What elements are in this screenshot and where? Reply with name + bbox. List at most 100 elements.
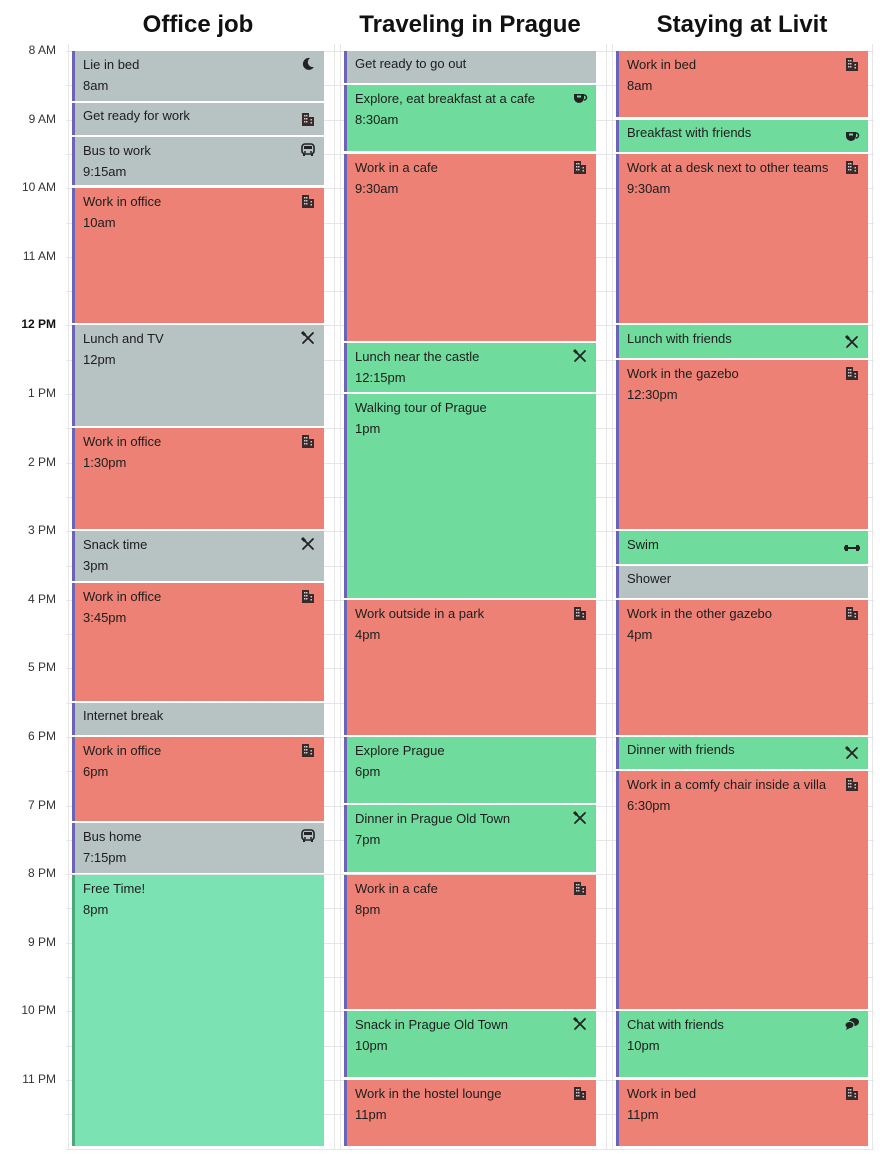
event-work-in-office[interactable]: Work in office 6pm xyxy=(72,737,324,821)
time-label: 10 PM xyxy=(21,1003,56,1017)
event-snack-time[interactable]: Snack time 3pm xyxy=(72,531,324,581)
grid-separator xyxy=(872,44,873,1150)
event-title: Work in office xyxy=(83,589,162,604)
event-time: 10am xyxy=(83,215,116,230)
event-time: 7pm xyxy=(355,832,381,847)
event-lie-in-bed[interactable]: Lie in bed 8am xyxy=(72,51,324,101)
building-icon xyxy=(574,882,586,895)
event-time: 11pm xyxy=(627,1107,659,1122)
event-work-in-office[interactable]: Work in office 3:45pm xyxy=(72,583,324,701)
event-bus-to-work[interactable]: Bus to work 9:15am xyxy=(72,137,324,185)
time-label: 5 PM xyxy=(27,660,56,674)
building-icon xyxy=(302,195,314,208)
event-time: 1:30pm xyxy=(83,455,127,470)
column-title-staying-at-livit: Staying at Livit xyxy=(656,11,828,38)
event-work-in-a-cafe[interactable]: Work in a cafe 9:30am xyxy=(344,154,596,341)
event-time: 12:15pm xyxy=(355,370,406,385)
event-title: Get ready for work xyxy=(83,108,190,123)
event-work-in-bed[interactable]: Work in bed 11pm xyxy=(616,1080,868,1146)
event-work-in-office[interactable]: Work in office 10am xyxy=(72,188,324,323)
event-work-at-a-desk[interactable]: Work at a desk next to other teams 9:30a… xyxy=(616,154,868,323)
event-title: Free Time! xyxy=(83,881,146,896)
event-chat-with-friends[interactable]: Chat with friends 10pm xyxy=(616,1011,868,1077)
building-icon xyxy=(574,607,586,620)
event-work-in-the-gazebo[interactable]: Work in the gazebo 12:30pm xyxy=(616,360,868,529)
event-work-in-the-hostel-lounge[interactable]: Work in the hostel lounge 11pm xyxy=(344,1080,596,1146)
event-swim[interactable]: Swim xyxy=(616,531,868,564)
utensils-icon xyxy=(572,348,586,362)
event-work-in-bed[interactable]: Work in bed 8am xyxy=(616,51,868,117)
event-title: Lie in bed xyxy=(83,57,140,72)
event-dinner-in-prague-old-town[interactable]: Dinner in Prague Old Town 7pm xyxy=(344,805,596,872)
building-icon xyxy=(302,590,314,603)
event-title: Dinner in Prague Old Town xyxy=(355,811,511,826)
event-time: 8am xyxy=(627,78,653,93)
event-time: 6pm xyxy=(83,764,109,779)
time-label: 7 PM xyxy=(27,798,56,812)
event-walking-tour-of-prague[interactable]: Walking tour of Prague 1pm xyxy=(344,394,596,598)
event-title: Work in bed xyxy=(627,1086,697,1101)
event-dinner-with-friends[interactable]: Dinner with friends xyxy=(616,737,868,769)
event-bus-home[interactable]: Bus home 7:15pm xyxy=(72,823,324,873)
event-title: Work outside in a park xyxy=(355,606,485,621)
time-label: 9 PM xyxy=(27,935,56,949)
bus-icon xyxy=(301,143,315,156)
event-lunch-and-tv[interactable]: Lunch and TV 12pm xyxy=(72,325,324,426)
time-label: 1 PM xyxy=(27,386,56,400)
utensils-icon xyxy=(300,330,314,344)
event-time: 1pm xyxy=(355,421,381,436)
time-label: 11 PM xyxy=(22,1072,56,1086)
event-shower[interactable]: Shower xyxy=(616,566,868,598)
event-internet-break[interactable]: Internet break xyxy=(72,703,324,735)
event-time: 9:30am xyxy=(355,181,399,196)
event-get-ready-to-go-out[interactable]: Get ready to go out xyxy=(344,51,596,83)
event-work-in-a-comfy-chair[interactable]: Work in a comfy chair inside a villa 6:3… xyxy=(616,771,868,1009)
event-title: Work in office xyxy=(83,434,162,449)
grid-separator xyxy=(606,44,607,1150)
building-icon xyxy=(302,435,314,448)
event-breakfast-with-friends[interactable]: Breakfast with friends xyxy=(616,120,868,152)
event-work-in-the-other-gazebo[interactable]: Work in the other gazebo 4pm xyxy=(616,600,868,735)
event-work-outside-in-a-park[interactable]: Work outside in a park 4pm xyxy=(344,600,596,735)
event-title: Shower xyxy=(627,571,672,586)
event-free-time[interactable]: Free Time! 8pm xyxy=(72,875,324,1146)
event-explore-prague[interactable]: Explore Prague 6pm xyxy=(344,737,596,803)
event-title: Work in office xyxy=(83,194,162,209)
event-work-in-a-cafe[interactable]: Work in a cafe 8pm xyxy=(344,875,596,1009)
utensils-icon xyxy=(300,536,314,550)
time-label: 10 AM xyxy=(21,180,56,194)
event-explore-eat-breakfast[interactable]: Explore, eat breakfast at a cafe 8:30am xyxy=(344,85,596,151)
event-title: Work in the other gazebo xyxy=(627,606,773,621)
event-time: 10pm xyxy=(627,1038,660,1053)
building-icon xyxy=(574,161,586,174)
event-title: Breakfast with friends xyxy=(627,125,752,140)
event-title: Dinner with friends xyxy=(627,742,735,757)
event-work-in-office[interactable]: Work in office 1:30pm xyxy=(72,428,324,529)
event-get-ready-for-work[interactable]: Get ready for work xyxy=(72,103,324,135)
event-snack-in-prague-old-town[interactable]: Snack in Prague Old Town 10pm xyxy=(344,1011,596,1077)
event-time: 6pm xyxy=(355,764,381,779)
utensils-icon xyxy=(572,1016,586,1030)
event-title: Snack in Prague Old Town xyxy=(355,1017,508,1032)
event-title: Snack time xyxy=(83,537,148,552)
event-title: Bus to work xyxy=(83,143,151,158)
column-title-office-job: Office job xyxy=(142,11,254,38)
grid-line xyxy=(66,874,874,875)
event-time: 4pm xyxy=(627,627,653,642)
building-icon xyxy=(846,367,858,380)
event-title: Explore Prague xyxy=(355,743,445,758)
event-time: 3:45pm xyxy=(83,610,127,625)
event-title: Explore, eat breakfast at a cafe xyxy=(355,91,535,106)
time-label: 3 PM xyxy=(27,523,56,537)
event-lunch-near-the-castle[interactable]: Lunch near the castle 12:15pm xyxy=(344,343,596,392)
moon-icon xyxy=(302,57,314,70)
grid-line xyxy=(66,1149,874,1150)
event-time: 7:15pm xyxy=(83,850,127,865)
grid-separator xyxy=(334,44,335,1150)
building-icon xyxy=(302,744,314,757)
event-title: Chat with friends xyxy=(627,1017,724,1032)
event-title: Lunch and TV xyxy=(83,331,164,346)
coffee-icon xyxy=(846,132,860,141)
event-title: Lunch with friends xyxy=(627,330,732,346)
event-lunch-with-friends[interactable]: Lunch with friends xyxy=(616,325,868,358)
